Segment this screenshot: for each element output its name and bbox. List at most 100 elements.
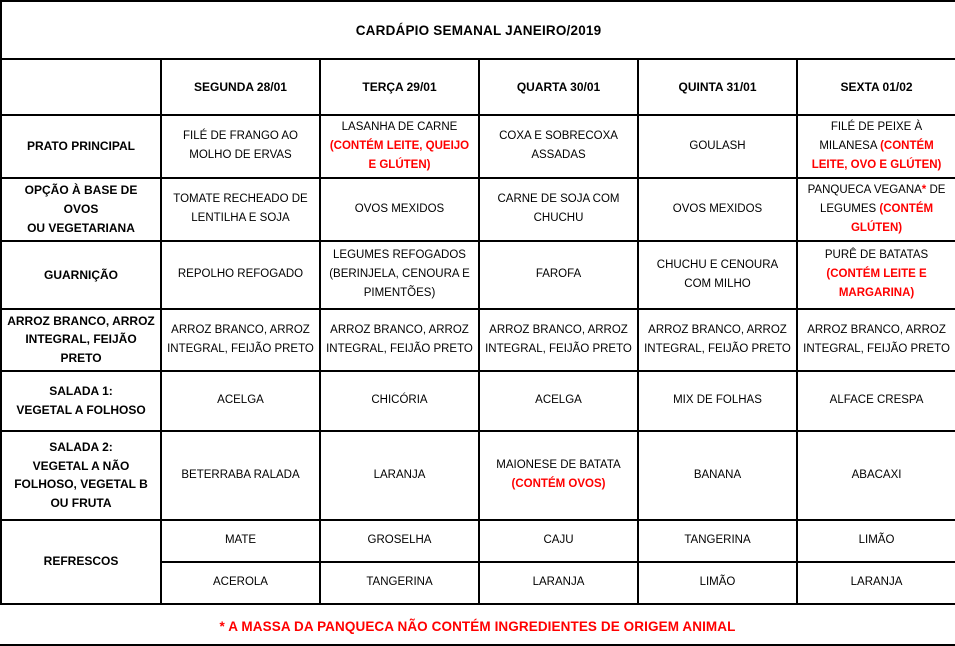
row-label: ARROZ BRANCO, ARROZ INTEGRAL, FEIJÃO PRE… bbox=[0, 307, 162, 372]
menu-item-text: BANANA bbox=[693, 468, 742, 481]
menu-cell: FILÉ DE FRANGO AO MOLHO DE ERVAS bbox=[160, 114, 321, 179]
menu-table: CARDÁPIO SEMANAL JANEIRO/2019 SEGUNDA 28… bbox=[0, 0, 955, 605]
menu-cell: FAROFA bbox=[478, 239, 639, 310]
menu-cell: MIX DE FOLHAS bbox=[637, 369, 798, 432]
column-header-tuesday: TERÇA 29/01 bbox=[319, 58, 480, 116]
corner-cell bbox=[0, 58, 162, 116]
page-bottom-border bbox=[0, 644, 955, 646]
row-label: SALADA 2: VEGETAL A NÃO FOLHOSO, VEGETAL… bbox=[0, 429, 162, 521]
menu-cell: LEGUMES REFOGADOS (BERINJELA, CENOURA E … bbox=[319, 239, 480, 310]
menu-item-text: ACELGA bbox=[217, 394, 264, 407]
day-header-row: SEGUNDA 28/01 TERÇA 29/01 QUARTA 30/01 Q… bbox=[0, 58, 955, 116]
menu-item-text: LARANJA bbox=[850, 576, 903, 589]
menu-item-text: TOMATE RECHEADO DE LENTILHA E SOJA bbox=[173, 193, 308, 225]
allergen-text: (CONTÉM LEITE, QUEIJO E GLÚTEN) bbox=[329, 139, 470, 171]
menu-item-text: LIMÃO bbox=[858, 534, 895, 547]
menu-cell: ACEROLA bbox=[160, 560, 321, 605]
menu-item-text: PURÊ DE BATATAS bbox=[824, 249, 929, 262]
menu-item-text: GOULASH bbox=[689, 139, 746, 152]
menu-cell: BANANA bbox=[637, 429, 798, 521]
table-row: PRATO PRINCIPAL FILÉ DE FRANGO AO MOLHO D… bbox=[0, 114, 955, 179]
menu-cell: ACELGA bbox=[160, 369, 321, 432]
menu-cell: ARROZ BRANCO, ARROZ INTEGRAL, FEIJÃO PRE… bbox=[160, 307, 321, 372]
menu-item-text: LARANJA bbox=[532, 576, 585, 589]
menu-cell: ARROZ BRANCO, ARROZ INTEGRAL, FEIJÃO PRE… bbox=[319, 307, 480, 372]
menu-cell: LARANJA bbox=[319, 429, 480, 521]
allergen-text: (CONTÉM GLÚTEN) bbox=[850, 202, 934, 234]
menu-cell: FILÉ DE PEIXE À MILANESA (CONTÉM LEITE, … bbox=[795, 114, 955, 179]
menu-item-text: MATE bbox=[224, 534, 257, 547]
menu-item-text: LIMÃO bbox=[699, 576, 736, 589]
allergen-text: (CONTÉM LEITE E MARGARINA) bbox=[826, 268, 927, 300]
table-row: OPÇÃO À BASE DE OVOS OU VEGETARIANA TOMAT… bbox=[0, 176, 955, 242]
menu-cell: ARROZ BRANCO, ARROZ INTEGRAL, FEIJÃO PRE… bbox=[478, 307, 639, 372]
title-row: CARDÁPIO SEMANAL JANEIRO/2019 bbox=[0, 0, 955, 60]
menu-cell: OVOS MEXIDOS bbox=[637, 176, 798, 242]
allergen-text: (CONTÉM OVOS) bbox=[511, 478, 606, 491]
menu-cell: TOMATE RECHEADO DE LENTILHA E SOJA bbox=[160, 176, 321, 242]
table-row: GUARNIÇÃO REPOLHO REFOGADO LEGUMES REFOGAD… bbox=[0, 239, 955, 310]
menu-cell: CHICÓRIA bbox=[319, 369, 480, 432]
row-label: REFRESCOS bbox=[0, 518, 162, 605]
menu-item-text: CHICÓRIA bbox=[371, 394, 428, 407]
column-header-thursday: QUINTA 31/01 bbox=[637, 58, 798, 116]
menu-item-text: LASANHA DE CARNE bbox=[341, 121, 458, 133]
menu-item-text: COXA E SOBRECOXA ASSADAS bbox=[499, 130, 618, 162]
menu-cell: GROSELHA bbox=[319, 518, 480, 563]
menu-item-text: ALFACE CRESPA bbox=[829, 394, 924, 407]
footnote: * A MASSA DA PANQUECA NÃO CONTÉM INGREDI… bbox=[219, 618, 736, 634]
menu-cell: CHUCHU E CENOURA COM MILHO bbox=[637, 239, 798, 310]
menu-item-text: CARNE DE SOJA COM CHUCHU bbox=[497, 193, 620, 225]
menu-cell: MATE bbox=[160, 518, 321, 563]
table-row: SALADA 2: VEGETAL A NÃO FOLHOSO, VEGETAL… bbox=[0, 429, 955, 521]
menu-item-text: REPOLHO REFOGADO bbox=[177, 268, 304, 281]
allergen-text: * bbox=[921, 183, 927, 196]
table-row: REFRESCOS MATE GROSELHA CAJU TANGERINA LIMÃO bbox=[0, 518, 955, 605]
menu-cell: TANGERINA bbox=[637, 518, 798, 563]
menu-cell: GOULASH bbox=[637, 114, 798, 179]
menu-cell: ARROZ BRANCO, ARROZ INTEGRAL, FEIJÃO PRE… bbox=[795, 307, 955, 372]
menu-item-text: OVOS MEXIDOS bbox=[672, 202, 763, 215]
menu-item-text: ABACAXI bbox=[851, 468, 902, 481]
menu-item-text: MAIONESE DE BATATA bbox=[496, 459, 621, 472]
menu-item-text: DE LEGUMES bbox=[819, 183, 946, 215]
menu-item-text: TANGERINA bbox=[366, 576, 433, 589]
menu-item-text: CAJU bbox=[543, 534, 574, 547]
menu-item-text: MIX DE FOLHAS bbox=[673, 394, 762, 407]
menu-cell: PANQUECA VEGANA* DE LEGUMES (CONTÉM GLÚT… bbox=[795, 176, 955, 242]
column-header-friday: SEXTA 01/02 bbox=[795, 58, 955, 116]
menu-cell: ACELGA bbox=[478, 369, 639, 432]
row-label: GUARNIÇÃO bbox=[0, 239, 162, 310]
menu-cell: LIMÃO bbox=[637, 560, 798, 605]
menu-item-text: LEGUMES REFOGADOS (BERINJELA, CENOURA E … bbox=[329, 249, 470, 300]
menu-cell: PURÊ DE BATATAS (CONTÉM LEITE E MARGARIN… bbox=[795, 239, 955, 310]
table-row: ACEROLA TANGERINA LARANJA LIMÃO LARANJA bbox=[1, 560, 955, 605]
menu-cell: MAIONESE DE BATATA (CONTÉM OVOS) bbox=[478, 429, 639, 521]
menu-item-text: FILÉ DE PEIXE À MILANESA bbox=[819, 121, 923, 152]
menu-item-text: CHUCHU E CENOURA COM MILHO bbox=[656, 258, 779, 290]
menu-item-text: ARROZ BRANCO, ARROZ INTEGRAL, FEIJÃO PRE… bbox=[644, 323, 791, 355]
menu-item-text: ARROZ BRANCO, ARROZ INTEGRAL, FEIJÃO PRE… bbox=[485, 323, 632, 355]
menu-cell: CARNE DE SOJA COM CHUCHU bbox=[478, 176, 639, 242]
menu-item-text: ACEROLA bbox=[213, 576, 268, 589]
menu-item-text: ARROZ BRANCO, ARROZ INTEGRAL, FEIJÃO PRE… bbox=[326, 323, 473, 355]
menu-item-text: PANQUECA VEGANA bbox=[807, 183, 922, 196]
menu-item-text: ARROZ BRANCO, ARROZ INTEGRAL, FEIJÃO PRE… bbox=[803, 323, 950, 355]
menu-item-text: LARANJA bbox=[373, 468, 426, 481]
menu-cell: ABACAXI bbox=[795, 429, 955, 521]
menu-item-text: TANGERINA bbox=[684, 534, 751, 547]
menu-item-text: FAROFA bbox=[535, 268, 582, 281]
menu-cell: LIMÃO bbox=[795, 518, 955, 563]
menu-item-text: GROSELHA bbox=[367, 534, 432, 547]
menu-cell: COXA E SOBRECOXA ASSADAS bbox=[478, 114, 639, 179]
column-header-monday: SEGUNDA 28/01 bbox=[160, 58, 321, 116]
row-label: PRATO PRINCIPAL bbox=[0, 114, 162, 179]
menu-item-text: ACELGA bbox=[535, 394, 582, 407]
allergen-text: (CONTÉM LEITE, OVO E GLÚTEN) bbox=[811, 139, 942, 171]
table-row: SALADA 1: VEGETAL A FOLHOSO ACELGA CHICÓRI… bbox=[0, 369, 955, 432]
menu-cell: CAJU bbox=[478, 518, 639, 563]
menu-item-text: FILÉ DE FRANGO AO MOLHO DE ERVAS bbox=[182, 130, 299, 162]
menu-cell: ARROZ BRANCO, ARROZ INTEGRAL, FEIJÃO PRE… bbox=[637, 307, 798, 372]
row-label: OPÇÃO À BASE DE OVOS OU VEGETARIANA bbox=[0, 176, 162, 242]
